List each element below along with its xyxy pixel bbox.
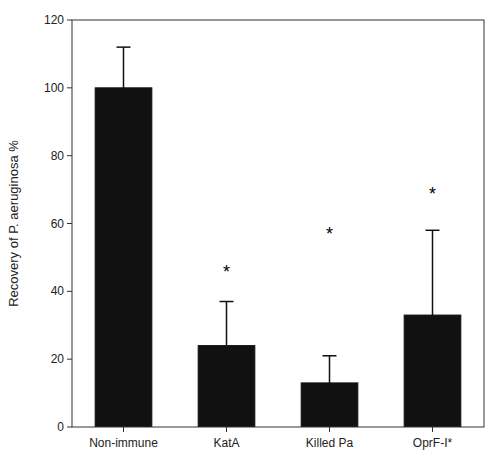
y-tick-label: 120: [44, 13, 64, 27]
x-tick-label: Killed Pa: [306, 436, 354, 450]
y-tick-label: 40: [51, 284, 65, 298]
y-axis-label: Recovery of P. aeruginosa %: [6, 140, 21, 307]
y-tick-label: 20: [51, 352, 65, 366]
x-tick: [329, 427, 330, 432]
y-tick-label: 100: [44, 81, 64, 95]
error-bar: [220, 302, 234, 390]
error-line: [226, 302, 228, 390]
error-cap: [220, 301, 234, 303]
error-line: [329, 356, 331, 410]
chart: 0 20 40 60 80 100 120 Non-immune KatA Killed Pa Op…: [0, 0, 500, 471]
error-line: [123, 47, 125, 128]
y-tick: [67, 291, 72, 292]
error-line: [432, 230, 434, 400]
y-tick: [67, 427, 72, 428]
error-cap: [117, 46, 131, 48]
significance-star: *: [429, 184, 436, 204]
y-tick: [67, 155, 72, 156]
significance-star: *: [326, 224, 333, 244]
bar: [95, 88, 152, 427]
y-tick: [67, 223, 72, 224]
x-tick: [226, 427, 227, 432]
error-bar: [323, 356, 337, 410]
error-bar: [117, 47, 131, 128]
significance-star: *: [223, 262, 230, 282]
error-cap: [220, 389, 234, 391]
x-tick: [123, 427, 124, 432]
error-cap: [426, 230, 440, 232]
x-tick-label: OprF-I*: [413, 436, 453, 450]
x-tick: [432, 427, 433, 432]
y-tick-label: 80: [51, 149, 65, 163]
error-cap: [323, 355, 337, 357]
y-tick-label: 0: [57, 420, 64, 434]
y-tick-label: 60: [51, 217, 65, 231]
error-cap: [323, 409, 337, 411]
error-cap: [117, 128, 131, 130]
plot-frame: [72, 20, 484, 427]
x-tick-label: KatA: [213, 436, 239, 450]
y-tick: [67, 359, 72, 360]
y-tick: [67, 87, 72, 88]
y-tick: [67, 20, 72, 21]
x-tick-label: Non-immune: [89, 436, 158, 450]
error-bar: [426, 230, 440, 400]
marks: [95, 47, 461, 427]
error-cap: [426, 399, 440, 401]
